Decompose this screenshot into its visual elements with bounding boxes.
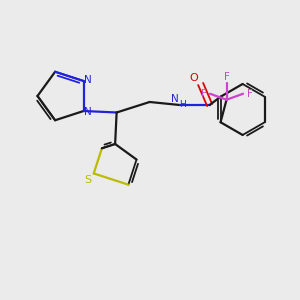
Text: S: S <box>84 175 91 185</box>
Text: F: F <box>200 89 206 99</box>
Text: O: O <box>190 73 198 83</box>
Text: N: N <box>171 94 179 104</box>
Text: N: N <box>84 107 92 118</box>
Text: H: H <box>179 100 186 109</box>
Text: N: N <box>84 74 92 85</box>
Text: F: F <box>247 89 253 99</box>
Text: F: F <box>224 72 230 82</box>
